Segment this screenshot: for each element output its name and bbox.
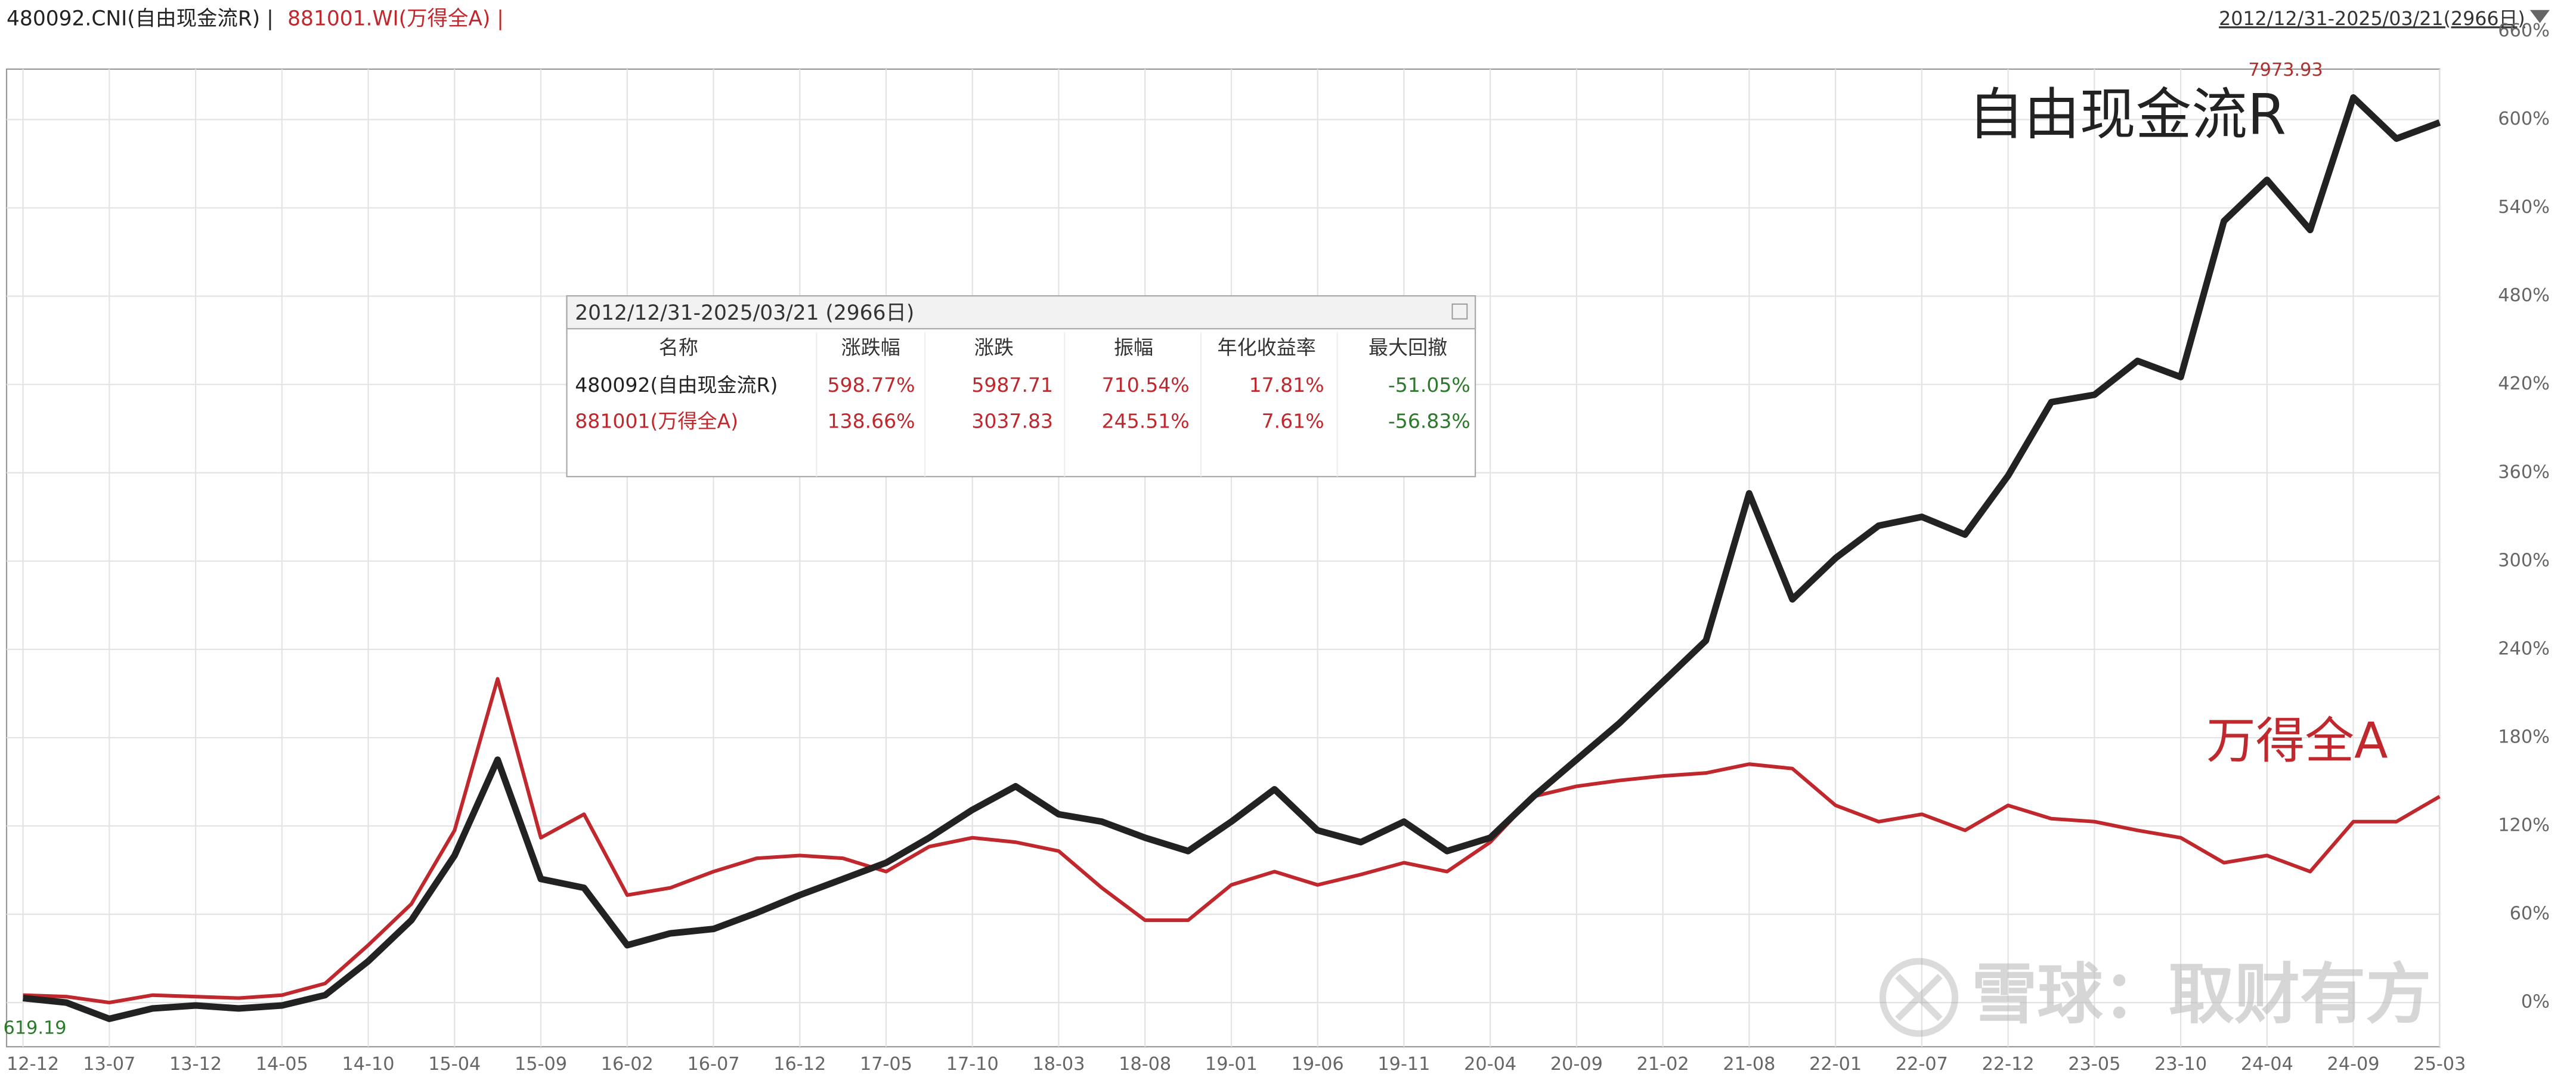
x-tick-label: 22-01 <box>1809 1054 1862 1075</box>
table-title: 2012/12/31-2025/03/21 (2966日) <box>575 301 914 325</box>
x-tick-label: 16-07 <box>687 1054 739 1075</box>
watermark-logo <box>1879 958 1959 1037</box>
range-dropdown[interactable] <box>2529 10 2550 23</box>
x-tick-label: 21-08 <box>1723 1054 1775 1075</box>
header-code: 881001.WI(万得全A) | <box>287 7 504 31</box>
x-tick-label: 20-09 <box>1550 1054 1603 1075</box>
y-tick-label: 480% <box>2498 285 2550 306</box>
table-close[interactable] <box>1451 303 1468 320</box>
x-tick-label: 14-05 <box>256 1054 308 1075</box>
stats-table: 2012/12/31-2025/03/21 (2966日) 名称 涨跌幅 涨跌 振幅 年化… <box>566 295 1476 478</box>
x-tick-label: 13-12 <box>169 1054 222 1075</box>
table-cell: -56.83% <box>1388 410 1470 433</box>
series-line <box>23 94 2441 1022</box>
x-tick-label: 24-04 <box>2241 1054 2293 1075</box>
x-tick-label: 13-07 <box>83 1054 135 1075</box>
x-tick-label: 22-07 <box>1896 1054 1948 1075</box>
table-header: 涨跌幅 <box>841 336 900 359</box>
min-annotation: 619.19 <box>4 1017 67 1038</box>
y-tick-label: 60% <box>2510 903 2550 924</box>
watermark: 雪球：取财有方 <box>1971 957 2431 1033</box>
y-tick-label: 600% <box>2498 109 2550 129</box>
table-cell: 3037.83 <box>971 410 1053 433</box>
table-cell: 598.77% <box>828 373 915 397</box>
header-range[interactable]: 2012/12/31-2025/03/21(2966日) <box>2219 8 2525 30</box>
x-tick-label: 18-03 <box>1032 1054 1085 1075</box>
y-tick-label: 180% <box>2498 726 2550 747</box>
x-tick-label: 16-12 <box>773 1054 826 1075</box>
y-tick-label: 420% <box>2498 373 2550 394</box>
x-tick-label: 15-04 <box>428 1054 481 1075</box>
table-cell: -51.05% <box>1388 373 1470 397</box>
x-tick-label: 21-02 <box>1637 1054 1689 1075</box>
series-line <box>23 677 2441 1005</box>
y-tick-label: 120% <box>2498 815 2550 836</box>
x-tick-label: 17-05 <box>860 1054 912 1075</box>
legend-entry: 自由现金流R <box>1968 82 2286 147</box>
x-tick-label: 15-09 <box>515 1054 567 1075</box>
legend-entry: 万得全A <box>2206 713 2388 770</box>
table-cell: 17.81% <box>1249 373 1324 397</box>
header-code: 480092.CNI(自由现金流R) | <box>7 7 274 31</box>
x-tick-label: 25-03 <box>2413 1054 2466 1075</box>
table-cell: 710.54% <box>1102 373 1190 397</box>
y-tick-label: 0% <box>2521 992 2550 1013</box>
table-cell: 480092(自由现金流R) <box>575 373 778 397</box>
labels: 480092.CNI(自由现金流R) | 881001.WI(万得全A) | 201… <box>4 7 2550 1075</box>
x-tick-label: 23-10 <box>2154 1054 2207 1075</box>
x-tick-label: 20-04 <box>1464 1054 1516 1075</box>
x-tick-label: 12-12 <box>7 1054 59 1075</box>
x-tick-label: 17-10 <box>946 1054 999 1075</box>
table-cell: 245.51% <box>1102 410 1190 433</box>
table-header: 涨跌 <box>974 336 1014 359</box>
table-header: 最大回撤 <box>1368 336 1447 359</box>
x-tick-label: 14-10 <box>342 1054 395 1075</box>
table-header: 年化收益率 <box>1218 336 1316 359</box>
table-cell: 7.61% <box>1262 410 1324 433</box>
y-tick-label: 360% <box>2498 462 2550 482</box>
table-title-bar <box>566 295 1476 330</box>
y-tick-label: 540% <box>2498 197 2550 218</box>
table-header: 振幅 <box>1114 336 1153 359</box>
x-tick-label: 19-01 <box>1205 1054 1258 1075</box>
x-tick-label: 19-11 <box>1377 1054 1430 1075</box>
x-tick-label: 19-06 <box>1292 1054 1344 1075</box>
table-header: 名称 <box>659 336 698 359</box>
y-tick-label: 300% <box>2498 550 2550 571</box>
x-tick-label: 22-12 <box>1982 1054 2035 1075</box>
table-cell: 881001(万得全A) <box>575 410 738 433</box>
x-tick-label: 23-05 <box>2068 1054 2120 1075</box>
table-cell: 138.66% <box>828 410 915 433</box>
y-tick-label: 660% <box>2498 20 2550 41</box>
x-tick-label: 18-08 <box>1119 1054 1171 1075</box>
grid <box>7 69 2441 1047</box>
x-tick-label: 24-09 <box>2327 1054 2380 1075</box>
table-cell: 5987.71 <box>971 373 1053 397</box>
lines <box>23 94 2441 1022</box>
x-tick-label: 16-02 <box>601 1054 654 1075</box>
max-annotation: 7973.93 <box>2248 60 2323 81</box>
y-tick-label: 240% <box>2498 638 2550 659</box>
